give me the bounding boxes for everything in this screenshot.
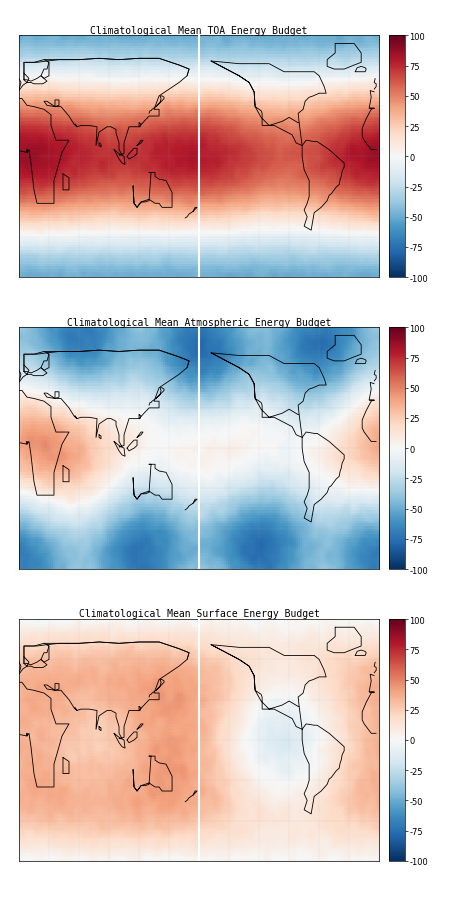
Title: Climatological Mean Surface Energy Budget: Climatological Mean Surface Energy Budge… [79,609,319,619]
Title: Climatological Mean TOA Energy Budget: Climatological Mean TOA Energy Budget [91,26,308,36]
Title: Climatological Mean Atmospheric Energy Budget: Climatological Mean Atmospheric Energy B… [67,317,331,327]
